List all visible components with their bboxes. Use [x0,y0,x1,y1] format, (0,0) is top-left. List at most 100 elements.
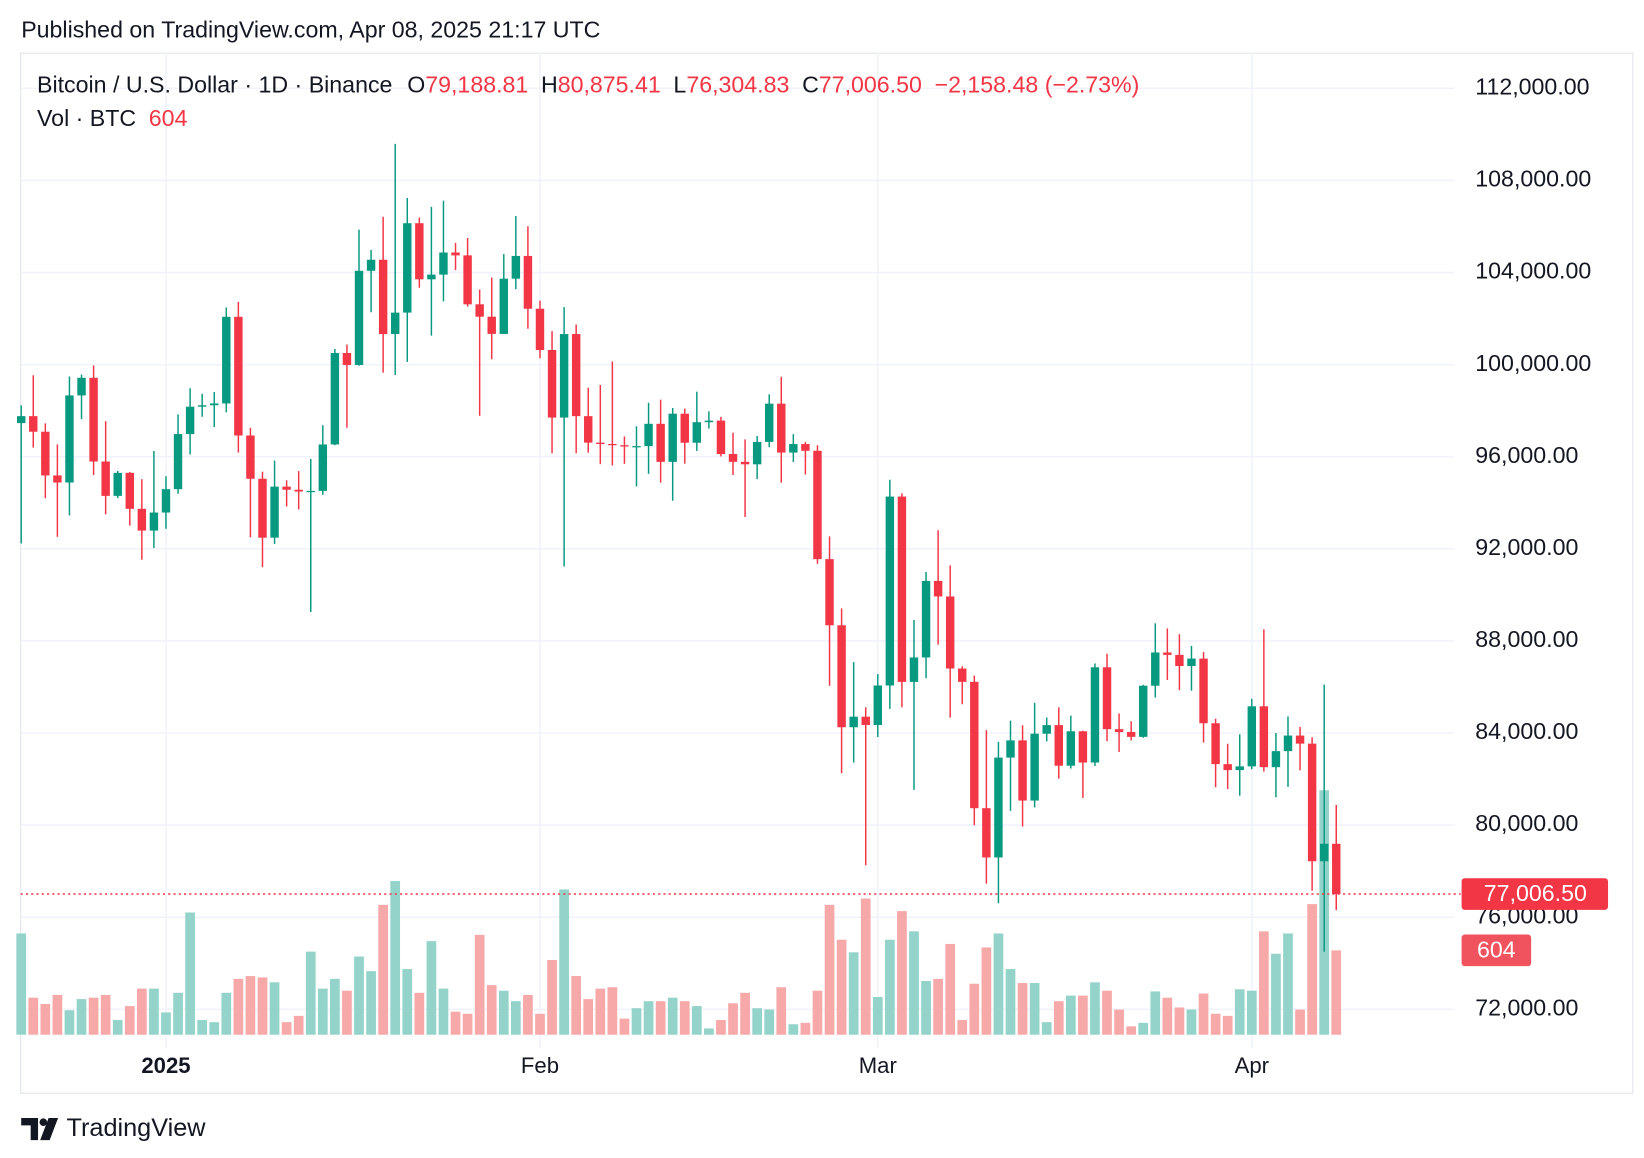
volume-bar [269,982,280,1035]
candle-body [1271,751,1281,768]
volume-bar [1186,1009,1197,1035]
candle-body [523,255,533,309]
candle-body [16,416,26,424]
candle-body [1199,658,1208,724]
candle-body [994,757,1003,858]
volume-bar [559,889,569,1035]
y-tick-label: 88,000.00 [1475,626,1578,652]
volume-bar [426,941,437,1035]
candle-body [185,406,195,435]
volume-bar [535,1013,545,1035]
volume-bar [824,904,835,1035]
volume-bar [257,977,268,1035]
candle-body [1102,667,1112,730]
volume-bar [1078,995,1088,1035]
candle-body [897,496,907,682]
volume-bar [1295,1009,1305,1035]
volume-bar [1210,1013,1221,1035]
volume-bar [112,1020,123,1035]
volume-bar [704,1028,714,1035]
candle-body [41,431,50,476]
volume-bar [1222,1015,1233,1035]
volume-bar [149,988,159,1035]
volume-legend-label: Vol · BTC [37,105,136,131]
volume-bar [607,987,618,1035]
y-tick-label: 72,000.00 [1475,994,1578,1020]
last-price-label: 77,006.50 [1484,880,1587,906]
volume-bar [836,939,847,1035]
candle-body [571,334,581,417]
volume-bar [40,1003,51,1035]
volume-bar [390,881,401,1035]
volume-bar [1162,997,1173,1035]
candle-body [535,308,545,351]
volume-bar [1017,983,1028,1035]
candle-body [125,472,134,509]
volume-bar [993,933,1004,1035]
volume-bar [1198,993,1209,1035]
y-tick-label: 96,000.00 [1475,442,1578,468]
volume-bar [872,997,883,1035]
volume-bar [185,912,195,1035]
candle-body [161,489,171,513]
volume-bar [1259,931,1269,1035]
candle-body [210,403,219,406]
candle-body [740,461,750,465]
candle-body [1139,685,1148,737]
legend-value: 80,875.41 [558,72,661,98]
volume-bar [547,959,557,1035]
volume-bar [631,1008,642,1035]
volume-bar [583,999,594,1035]
volume-bar [1234,989,1245,1035]
price-axis: 72,000.0076,000.0080,000.0084,000.0088,0… [20,73,1609,1078]
volume-bar [330,978,340,1035]
volume-bar [76,999,87,1035]
volume-bar [1041,1022,1052,1035]
volume-bar [197,1020,208,1035]
candle-body [1211,723,1220,765]
volume-bar [233,978,244,1035]
candle-body [644,423,653,447]
volume-bar [1283,933,1293,1035]
candle-body [692,422,702,443]
candle-body [958,668,967,682]
volume-bar [812,990,823,1035]
candle-body [1307,743,1317,862]
volume-bar [1065,995,1076,1035]
candle-body [197,405,207,407]
y-tick-label: 80,000.00 [1475,810,1578,836]
symbol-title: Bitcoin / U.S. Dollar · 1D · Binance [37,72,392,98]
volume-bar [1138,1022,1149,1035]
volume-bar [897,911,907,1035]
candle-body [1332,843,1341,895]
candle-body [1187,658,1196,667]
volume-bar [1331,950,1342,1035]
candle-body [306,490,315,493]
candle-body [1319,843,1329,862]
volume-bar [667,997,678,1035]
candle-body [825,559,834,626]
volume-bar [909,931,919,1035]
volume-bar [414,992,425,1035]
legend-value: 77,006.50 [819,72,922,98]
candle-body [1126,732,1136,737]
candle-body [318,444,328,491]
candle-body [1235,766,1244,771]
candle-body [1078,731,1088,763]
volume-bar [752,1008,762,1035]
volume-bar [1114,1009,1124,1035]
candle-body [921,580,931,658]
candle-body [596,442,605,444]
candle-body [1090,667,1100,763]
volume-bar [523,994,533,1035]
volume-bar [402,969,413,1035]
candle-body [294,489,303,492]
candle-body [415,223,424,280]
candle-body [885,496,895,686]
legend-line: Bitcoin / U.S. Dollar · 1D · Binance O79,… [37,72,1139,98]
candle-body [656,423,665,462]
candle-body [1030,733,1039,801]
volume-bar [1053,1001,1064,1035]
candle-body [873,685,883,725]
candle-body [789,444,798,453]
